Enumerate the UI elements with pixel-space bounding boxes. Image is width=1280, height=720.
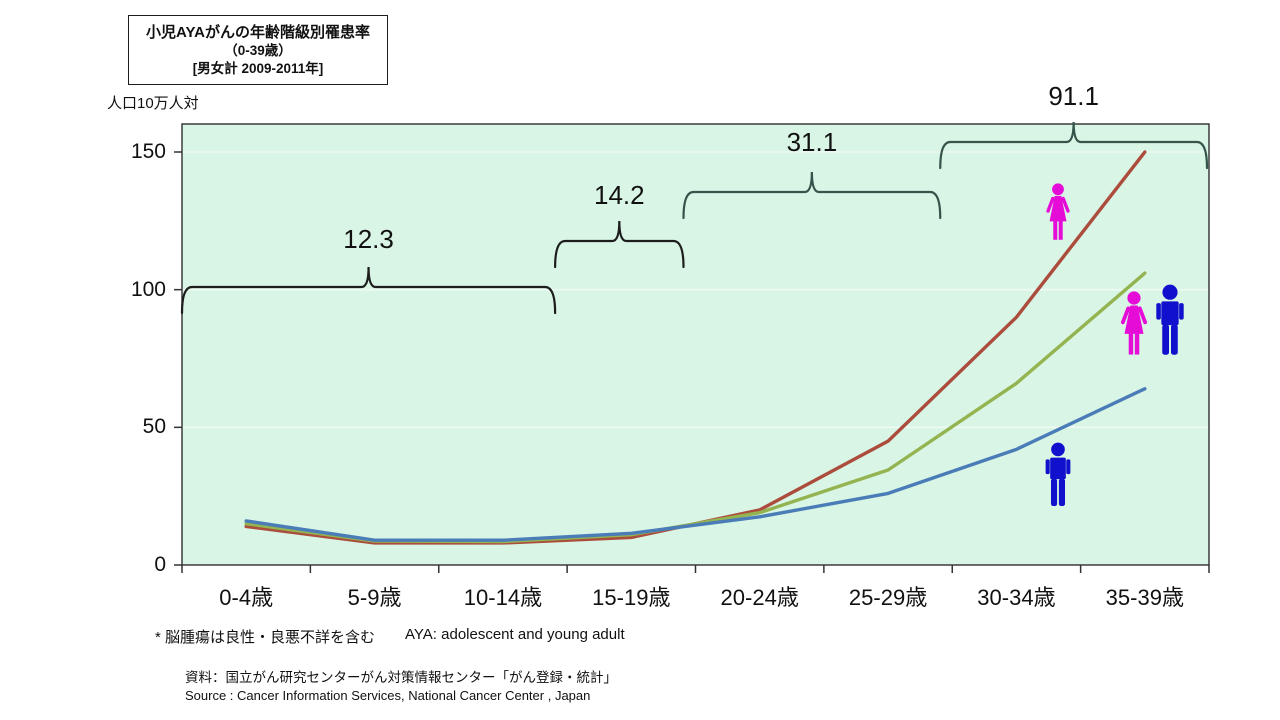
chart-title-line1: 小児AYAがんの年齢階級別罹患率 <box>146 23 370 41</box>
x-axis-label-2: 10-14歳 <box>463 585 543 610</box>
brace-31.1 <box>682 171 942 220</box>
male-icon <box>1045 442 1071 506</box>
y-tick-label-100: 100 <box>130 277 166 301</box>
y-axis-unit-label: 人口10万人対 <box>107 95 199 112</box>
source-japanese: 資料：国立がん研究センターがん対策情報センター「がん登録・統計」 <box>185 670 617 685</box>
brace-value-14.2: 14.2 <box>594 180 645 210</box>
plot-area <box>182 124 1209 565</box>
brace-14.2 <box>554 220 685 269</box>
series-male-line <box>244 387 1147 542</box>
x-axis-label-7: 35-39歳 <box>1105 585 1184 610</box>
brace-12.3 <box>180 266 557 315</box>
footnote-brain-tumor: * 脳腫瘍は良性・良悪不詳を含む <box>155 629 376 646</box>
x-axis-label-1: 5-9歳 <box>347 585 402 610</box>
brace-value-31.1: 31.1 <box>786 127 838 157</box>
x-axis-label-3: 15-19歳 <box>592 585 671 610</box>
x-axis-label-5: 25-29歳 <box>848 585 928 610</box>
chart-title-line2: （0-39歳） <box>224 43 292 59</box>
x-axis-label-4: 20-24歳 <box>720 585 799 610</box>
brace-value-91.1: 91.1 <box>1048 81 1099 111</box>
female-icon <box>1046 183 1070 240</box>
brace-91.1 <box>939 121 1209 170</box>
y-tick-label-50: 50 <box>142 415 166 439</box>
footnote-aya-definition: AYA: adolescent and young adult <box>405 626 625 643</box>
source-english: Source : Cancer Information Services, Na… <box>185 688 591 704</box>
male-icon <box>1156 284 1184 355</box>
x-axis-label-6: 30-34歳 <box>977 585 1056 610</box>
female-icon <box>1120 291 1148 355</box>
footnote-row: * 脳腫瘍は良性・良悪不詳を含む AYA: adolescent and you… <box>155 626 625 647</box>
y-tick-label-150: 150 <box>130 140 166 163</box>
x-axis-label-0: 0-4歳 <box>219 585 274 610</box>
source-block: 資料：国立がん研究センターがん対策情報センター「がん登録・統計」 Source … <box>185 669 617 705</box>
brace-value-12.3: 12.3 <box>343 224 394 254</box>
chart-title-box: 小児AYAがんの年齢階級別罹患率 （0-39歳） [男女計 2009-2011年… <box>128 15 388 85</box>
y-tick-label-0: 0 <box>154 553 166 576</box>
chart-title-line3: [男女計 2009-2011年] <box>192 60 324 76</box>
